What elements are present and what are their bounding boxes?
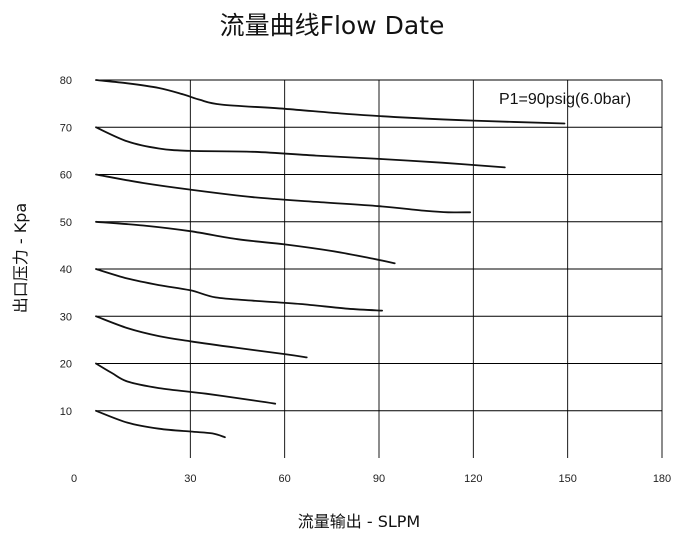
flow-curve-5 [95, 268, 383, 312]
y-tick-label: 80 [60, 75, 72, 87]
x-tick-labels: 0 30 60 90 120 150 180 [71, 473, 671, 485]
flow-curve-4 [95, 220, 396, 265]
x-tick-label: 0 [71, 473, 77, 485]
y-tick-label: 30 [60, 311, 72, 323]
inlet-pressure-annotation: P1=90psig(6.0bar) [499, 91, 631, 108]
x-tick-label: 150 [558, 473, 576, 485]
y-tick-label: 40 [60, 264, 72, 276]
y-tick-label: 50 [60, 217, 72, 229]
x-tick-label: 30 [184, 473, 196, 485]
y-tick-label: 70 [60, 122, 72, 134]
flow-curve-7 [95, 362, 277, 405]
flow-curve-8 [95, 409, 226, 439]
flow-curve-6 [95, 315, 308, 359]
x-tick-label: 90 [373, 473, 385, 485]
y-axis-label: 出口压力 - Kpa [11, 203, 30, 313]
y-tick-label: 60 [60, 170, 72, 182]
x-axis-label: 流量输出 - SLPM [298, 512, 420, 531]
y-tick-label: 10 [60, 406, 72, 418]
x-tick-label: 180 [653, 473, 671, 485]
x-tick-label: 120 [464, 473, 482, 485]
flow-curve-2 [95, 126, 506, 169]
x-tick-label: 60 [279, 473, 291, 485]
y-tick-label: 20 [60, 359, 72, 371]
chart-title: 流量曲线Flow Date [220, 11, 445, 40]
series-lines [95, 79, 566, 439]
grid [96, 79, 663, 458]
flow-curve-1 [95, 79, 566, 125]
flow-curve-3 [95, 173, 472, 214]
y-tick-labels: 10 20 30 40 50 60 70 80 [60, 75, 72, 418]
